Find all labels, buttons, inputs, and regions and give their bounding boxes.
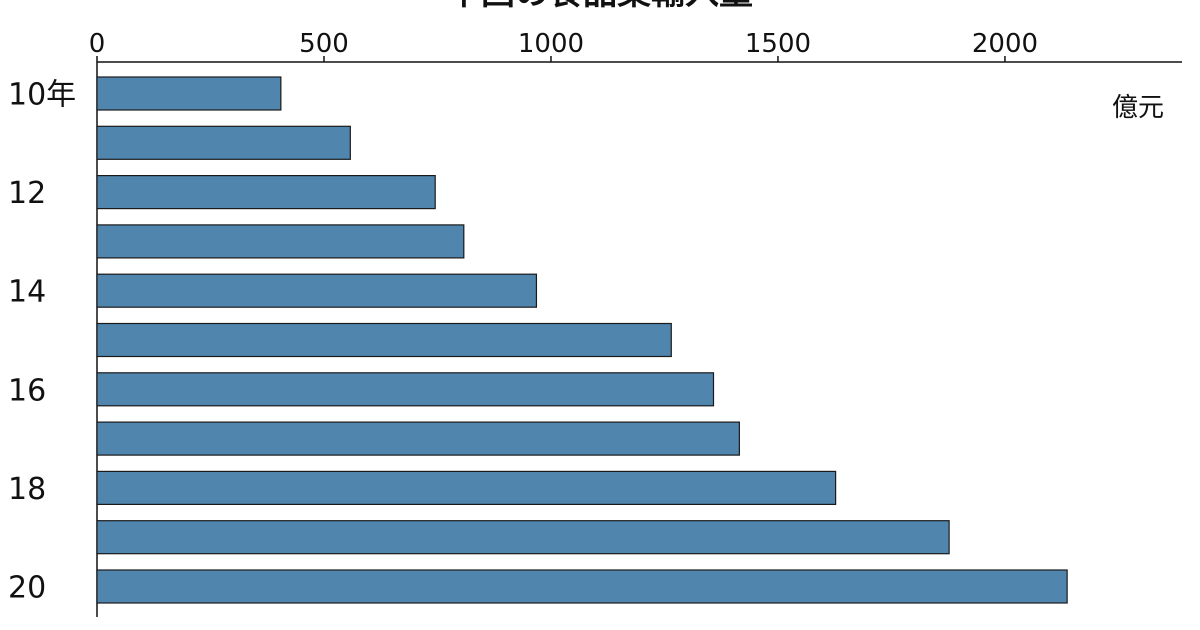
y-category-label: 16 [8, 373, 46, 408]
bar-15 [96, 322, 672, 358]
bar-20 [96, 569, 1068, 604]
x-tick-label: 2000 [972, 29, 1038, 59]
x-tick-label: 1000 [518, 29, 584, 59]
bar-12 [96, 175, 436, 210]
bar-14 [96, 273, 538, 308]
bars-group [96, 76, 1068, 604]
bar-16 [96, 372, 715, 407]
bar-10年 [96, 76, 282, 111]
x-tick-label: 500 [299, 29, 349, 59]
bar-17 [96, 421, 740, 456]
x-tick-label: 1500 [745, 29, 811, 59]
y-category-label: 18 [8, 472, 46, 507]
x-tick-label: 0 [89, 29, 106, 59]
bar-18 [96, 470, 837, 505]
y-category-label: 10年 [8, 78, 76, 113]
bar-19 [96, 520, 950, 555]
y-category-label: 14 [8, 275, 46, 310]
chart-title: 中国の食品業輸入量 [447, 0, 753, 13]
unit-label: 億元 [1112, 93, 1164, 123]
y-category-label: 12 [8, 176, 46, 211]
y-category-label: 20 [8, 571, 46, 606]
bar-11 [96, 125, 351, 160]
y-axis: 10年 12 14 16 18 20 [8, 62, 98, 617]
bar-13 [96, 224, 465, 259]
x-axis: 0 500 1000 1500 2000 [89, 29, 1182, 63]
